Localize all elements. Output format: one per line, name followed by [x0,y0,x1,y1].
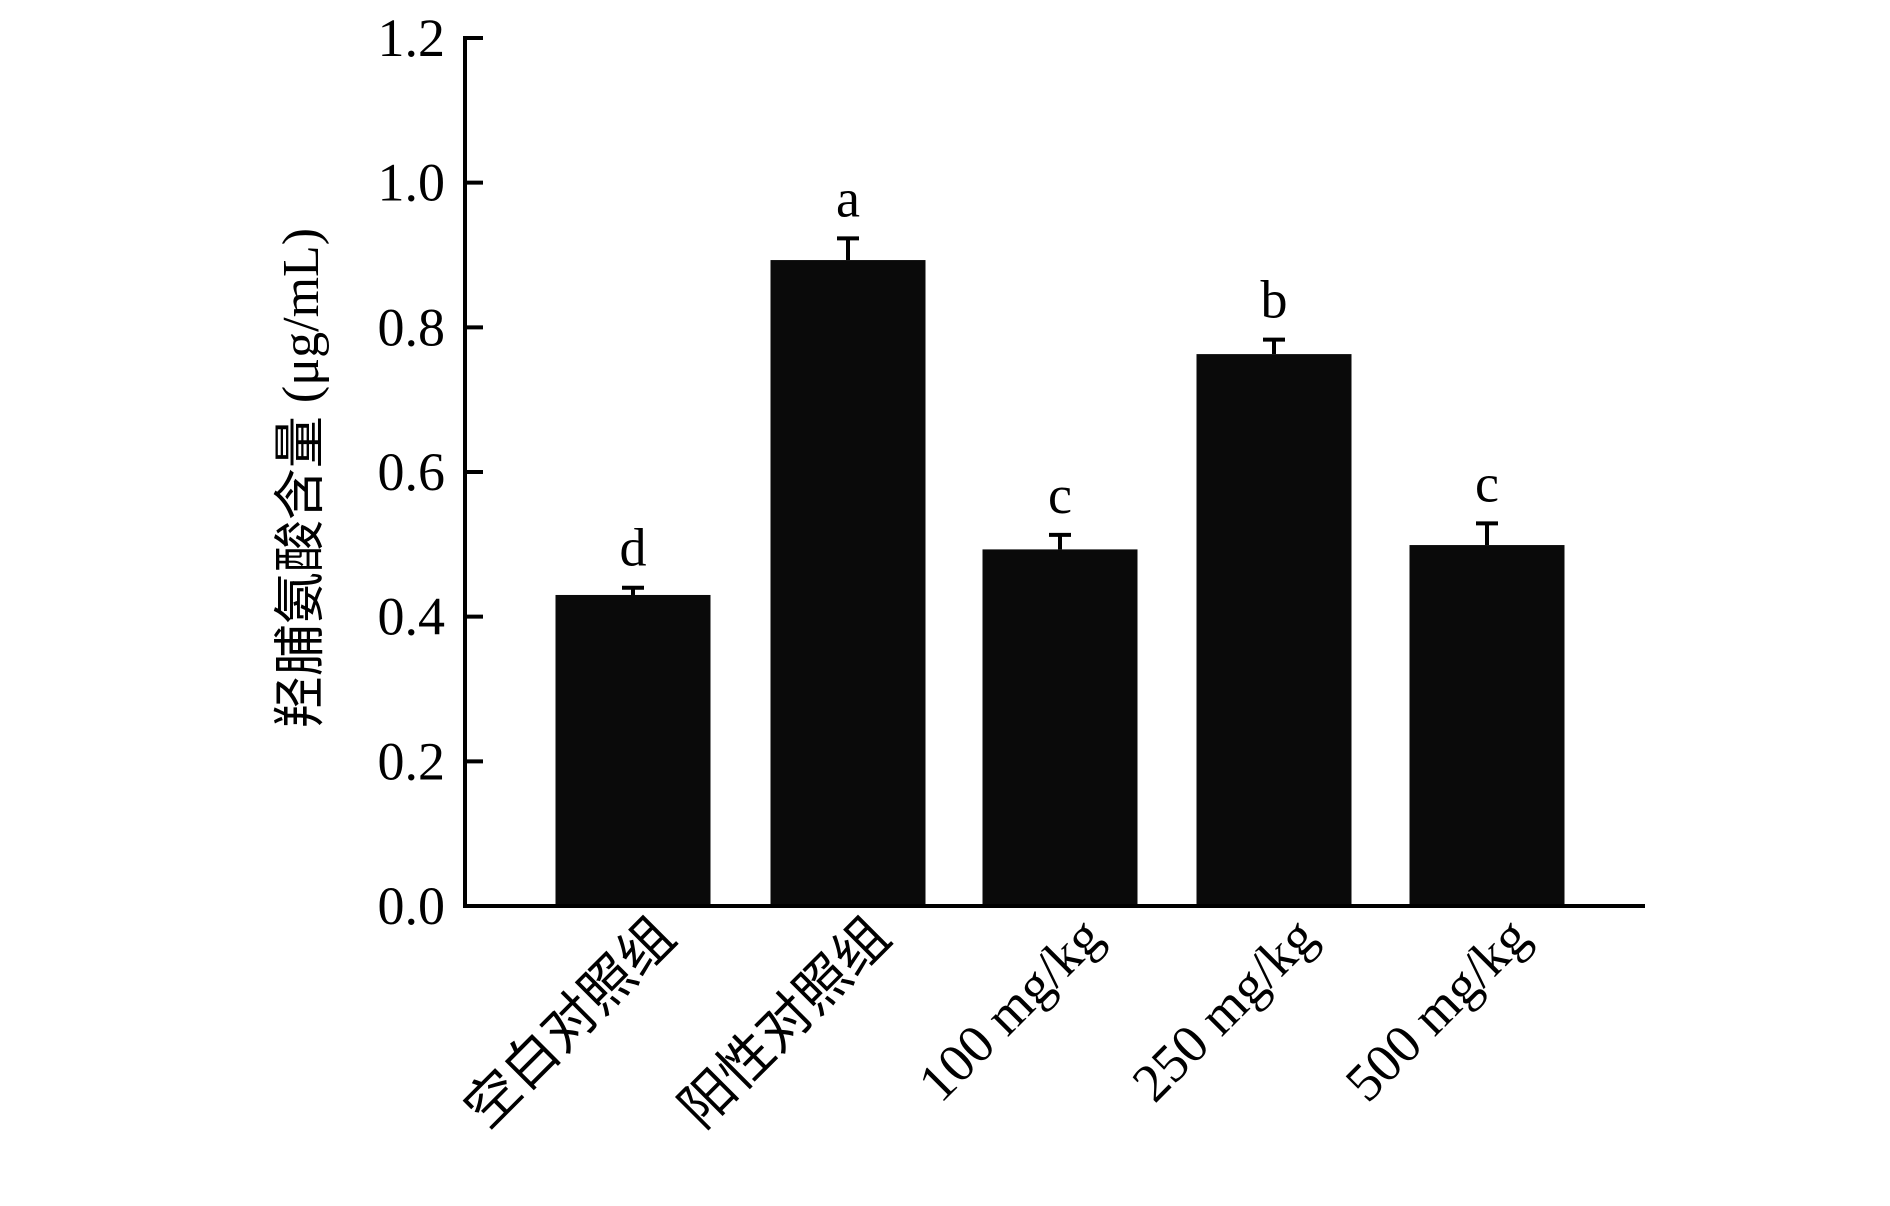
bars [555,260,1565,906]
category-label: 阳性对照组 [668,906,901,1139]
significance-label: c [1048,465,1072,525]
bar [1409,545,1565,906]
significance-labels: d a c b c [620,168,1499,577]
bar [555,594,711,906]
y-tick-label: 0.0 [378,876,446,936]
error-bar [622,585,644,595]
significance-label: b [1261,270,1288,330]
error-bar [1263,337,1285,355]
significance-label: c [1475,453,1499,513]
y-tick-label: 0.2 [378,731,446,791]
y-ticks: 0.0 0.2 0.4 0.6 0.8 1.0 1.2 [378,8,483,936]
category-label: 空白对照组 [453,906,686,1139]
error-bar [1476,521,1498,546]
y-tick-label: 0.8 [378,297,446,357]
y-tick-label: 1.0 [378,153,446,213]
error-bar [1049,532,1071,550]
category-label: 250 mg/kg [1121,906,1328,1113]
y-axis-title-text: 羟脯氨酸含量 (μg/mL) [273,228,330,728]
bar [982,549,1138,906]
y-tick-label: 0.4 [378,587,446,647]
category-label: 500 mg/kg [1334,906,1541,1113]
error-bar [837,236,859,261]
category-label: 100 mg/kg [907,906,1114,1113]
y-axis-title: 羟脯氨酸含量 (μg/mL) [273,228,330,728]
y-tick-label: 1.2 [378,8,446,68]
bar [1196,354,1352,906]
significance-label: d [620,518,647,578]
significance-label: a [836,168,860,228]
bar [770,260,926,906]
error-bars [622,236,1498,595]
y-tick-label: 0.6 [378,442,446,502]
